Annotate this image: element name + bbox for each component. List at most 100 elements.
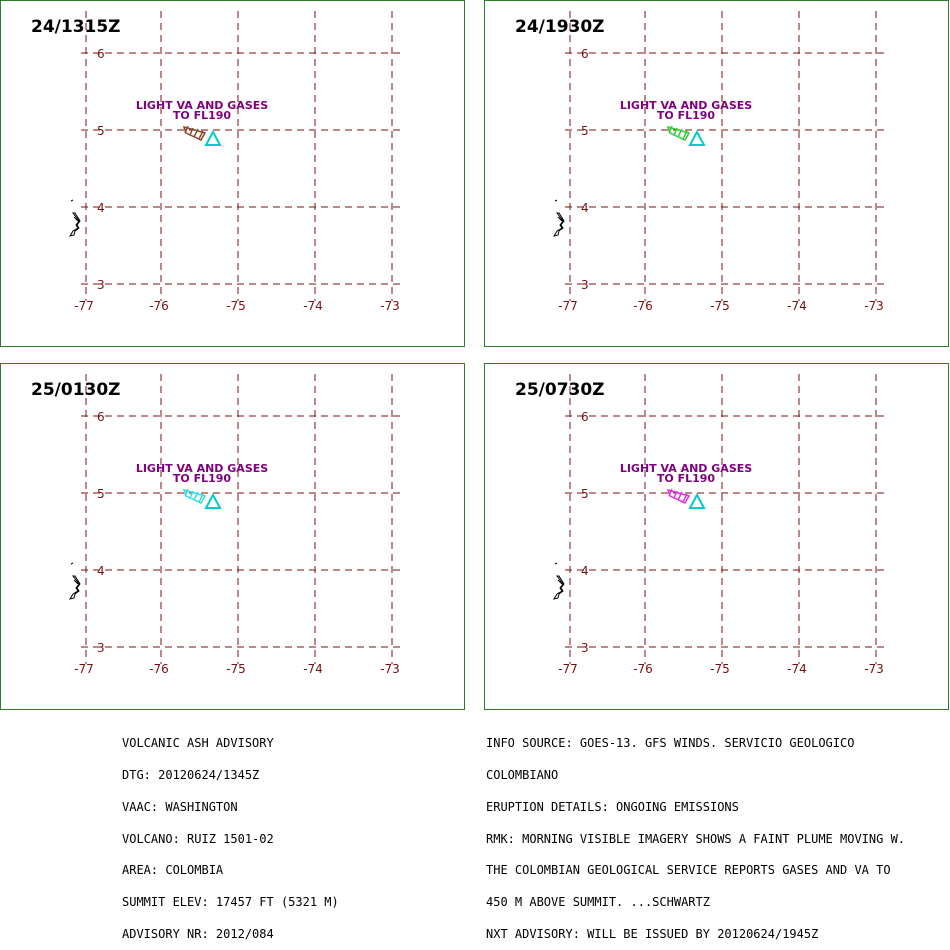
advisory-line: SUMMIT ELEV: 17457 FT (5321 M) [122, 895, 339, 910]
longitude-label: -77 [74, 662, 94, 676]
longitude-label: -77 [558, 662, 578, 676]
ash-plume-hatch [677, 491, 683, 501]
ash-plume [666, 125, 691, 141]
advisory-line: VAAC: WASHINGTON [122, 799, 238, 814]
advisory-line: COLOMBIANO [486, 767, 559, 782]
longitude-label: -74 [787, 662, 807, 676]
ash-plume-hatch [184, 488, 189, 497]
longitude-label: -77 [558, 299, 578, 313]
volcano-triangle-icon [688, 492, 706, 509]
advisory-header-block: VOLCANIC ASH ADVISORY DTG: 20120624/1345… [122, 717, 339, 950]
latitude-label: 3 [581, 278, 589, 292]
ash-annotation-line2: TO FL190 [173, 109, 232, 122]
ash-plume [182, 488, 207, 504]
volcano-triangle-icon [204, 129, 222, 146]
advisory-line: 450 M ABOVE SUMMIT. ...SCHWARTZ [486, 895, 710, 910]
ash-plume-hatch [673, 127, 678, 136]
advisory-line: INFO SOURCE: GOES-13. GFS WINDS. SERVICI… [486, 736, 855, 751]
advisory-line: RMK: MORNING VISIBLE IMAGERY SHOWS A FAI… [486, 831, 906, 846]
map-canvas: 6 5 4 3-77 -76 -75 -74 -73 LIGHT VA AND GASESTO … [68, 11, 401, 313]
longitude-label: -74 [787, 299, 807, 313]
latitude-label: 3 [581, 641, 589, 655]
longitude-label: -74 [303, 662, 323, 676]
map-panel-4: 6 5 4 3 -77 -76 -75 -74 -73 LIGHT VA AND GASES TO … [484, 363, 949, 710]
advisory-line: NXT ADVISORY: WILL BE ISSUED BY 20120624… [486, 926, 819, 941]
ash-plume-hatch [668, 125, 673, 134]
ash-annotation-line1: LIGHT VA AND GASES [620, 462, 752, 475]
longitude-label: -76 [149, 299, 169, 313]
longitude-label: -75 [226, 299, 246, 313]
panel-time-label: 25/0130Z [31, 380, 121, 400]
ash-plume-hatch [682, 130, 688, 140]
ash-plume-hatch [677, 128, 683, 138]
longitude-label: -76 [633, 662, 653, 676]
advisory-line: VOLCANO: RUIZ 1501-02 [122, 831, 274, 846]
ash-plume-hatch [198, 493, 204, 503]
panel-time-label: 24/1930Z [515, 17, 605, 37]
longitude-label: -75 [226, 662, 246, 676]
longitude-label: -76 [149, 662, 169, 676]
latitude-label: 3 [97, 641, 105, 655]
longitude-label: -73 [864, 299, 884, 313]
latitude-label: 5 [97, 487, 105, 501]
advisory-line: DTG: 20120624/1345Z [122, 767, 260, 782]
ash-plume-hatch [193, 491, 199, 501]
latitude-label: 4 [97, 201, 105, 215]
ash-plume-hatch [189, 127, 194, 136]
latitude-label: 4 [581, 201, 589, 215]
map-panel-3: 6 5 4 3 -77 -76 -75 -74 -73 LIGHT VA AND GASES TO … [0, 363, 465, 710]
island-outline [68, 199, 81, 237]
longitude-label: -73 [380, 662, 400, 676]
ash-annotation-line2: TO FL190 [657, 109, 716, 122]
ash-annotation-line1: LIGHT VA AND GASES [136, 99, 268, 112]
map-canvas: 6 5 4 3-77 -76 -75 -74 -73 LIGHT VA AND GASESTO … [552, 11, 885, 313]
ash-plume-hatch [193, 128, 199, 138]
latitude-label: 6 [97, 410, 105, 424]
island-outline [552, 562, 565, 600]
advisory-details-block: INFO SOURCE: GOES-13. GFS WINDS. SERVICI… [486, 717, 905, 950]
ash-annotation-line1: LIGHT VA AND GASES [136, 462, 268, 475]
map-panel-2: 6 5 4 3 -77 -76 -75 -74 -73 LIGHT VA AND GASES TO … [484, 0, 949, 347]
latitude-label: 3 [97, 278, 105, 292]
panel-time-label: 25/0730Z [515, 380, 605, 400]
map-canvas: 6 5 4 3-77 -76 -75 -74 -73 LIGHT VA AND GASESTO … [68, 374, 401, 676]
ash-annotation-line2: TO FL190 [173, 472, 232, 485]
advisory-line: ADVISORY NR: 2012/084 [122, 926, 274, 941]
advisory-line: AREA: COLOMBIA [122, 863, 224, 878]
latitude-label: 6 [97, 47, 105, 61]
advisory-line: THE COLOMBIAN GEOLOGICAL SERVICE REPORTS… [486, 863, 891, 878]
ash-annotation-line1: LIGHT VA AND GASES [620, 99, 752, 112]
ash-plume-hatch [673, 490, 678, 499]
advisory-line: ERUPTION DETAILS: ONGOING EMISSIONS [486, 799, 739, 814]
latitude-label: 5 [581, 124, 589, 138]
longitude-label: -76 [633, 299, 653, 313]
ash-plume-hatch [189, 490, 194, 499]
island-outline [552, 199, 565, 237]
volcano-triangle-icon [688, 129, 706, 146]
ash-plume-hatch [668, 488, 673, 497]
longitude-label: -75 [710, 662, 730, 676]
ash-annotation-line2: TO FL190 [657, 472, 716, 485]
longitude-label: -75 [710, 299, 730, 313]
latitude-label: 4 [97, 564, 105, 578]
longitude-label: -74 [303, 299, 323, 313]
ash-plume-hatch [682, 493, 688, 503]
longitude-label: -73 [864, 662, 884, 676]
map-panel-1: 6 5 4 3 -77 -76 -75 -74 -73 LIGHT VA AND GASES TO … [0, 0, 465, 347]
latitude-label: 5 [97, 124, 105, 138]
latitude-label: 6 [581, 47, 589, 61]
panel-time-label: 24/1315Z [31, 17, 121, 37]
latitude-label: 6 [581, 410, 589, 424]
volcano-triangle-icon [204, 492, 222, 509]
longitude-label: -73 [380, 299, 400, 313]
ash-plume [182, 125, 207, 141]
ash-plume-hatch [184, 125, 189, 134]
ash-plume [666, 488, 691, 504]
ash-plume-hatch [198, 130, 204, 140]
advisory-line: VOLCANIC ASH ADVISORY [122, 736, 274, 751]
latitude-label: 4 [581, 564, 589, 578]
map-canvas: 6 5 4 3-77 -76 -75 -74 -73 LIGHT VA AND GASESTO … [552, 374, 885, 676]
island-outline [68, 562, 81, 600]
longitude-label: -77 [74, 299, 94, 313]
latitude-label: 5 [581, 487, 589, 501]
